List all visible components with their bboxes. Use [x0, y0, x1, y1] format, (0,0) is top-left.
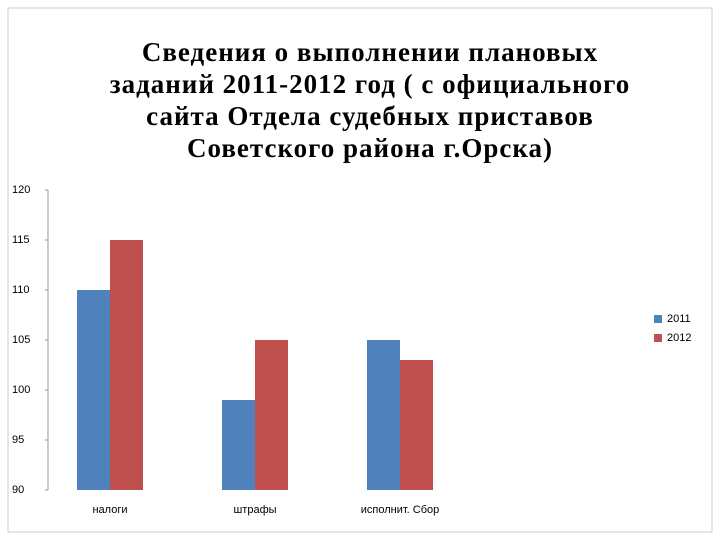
- legend-label: 2011: [667, 313, 691, 325]
- bar: [222, 400, 255, 490]
- y-tick-label: 110: [12, 284, 30, 296]
- legend-swatch: [654, 315, 662, 323]
- bar: [255, 340, 288, 490]
- x-tick-label: штрафы: [233, 504, 276, 516]
- chart-title: Сведения о выполнении плановых заданий 2…: [109, 37, 631, 163]
- bar: [400, 360, 433, 490]
- frame: [7, 7, 713, 533]
- y-tick-label: 105: [12, 334, 30, 346]
- bar: [77, 290, 110, 490]
- legend-swatch: [654, 334, 662, 342]
- bar: [367, 340, 400, 490]
- bar: [110, 240, 143, 490]
- y-tick-label: 90: [12, 484, 24, 496]
- legend-label: 2012: [667, 332, 691, 344]
- x-tick-label: исполнит. Сбор: [361, 504, 440, 516]
- y-tick-label: 100: [12, 384, 30, 396]
- y-tick-label: 95: [12, 434, 24, 446]
- y-tick-label: 120: [12, 184, 30, 196]
- x-tick-label: налоги: [92, 504, 127, 516]
- y-tick-label: 115: [12, 234, 30, 246]
